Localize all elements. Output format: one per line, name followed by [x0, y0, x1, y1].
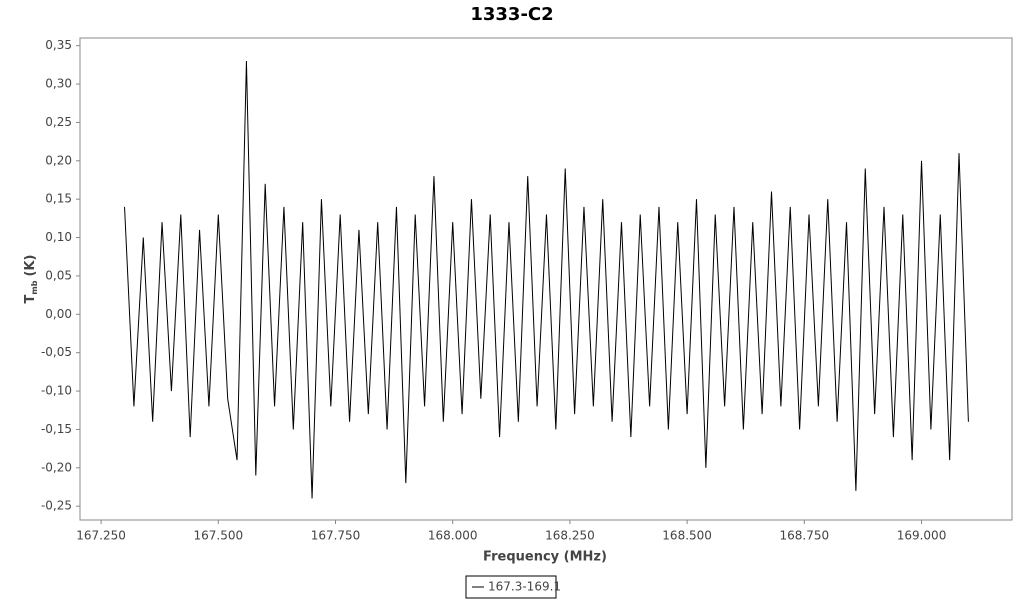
y-tick-label: -0,05 [41, 345, 72, 359]
chart-title: 1333-C2 [470, 4, 553, 25]
x-tick-label: 169.000 [897, 529, 947, 543]
y-tick-label: 0,00 [45, 307, 72, 321]
y-tick-label: 0,10 [45, 230, 72, 244]
x-tick-label: 168.750 [780, 529, 830, 543]
legend-label: 167.3-169.1 [488, 580, 561, 594]
x-tick-label: 168.250 [545, 529, 595, 543]
y-tick-label: 0,30 [45, 77, 72, 91]
plot-frame [79, 37, 1013, 521]
y-axis-title: Tmb (K) [23, 255, 39, 304]
legend-box [465, 575, 557, 599]
y-tick-label: -0,15 [41, 422, 72, 436]
x-axis-title: Frequency (MHz) [483, 550, 607, 565]
x-tick-label: 167.750 [311, 529, 361, 543]
y-tick-label: 0,25 [45, 115, 72, 129]
x-tick-label: 167.250 [76, 529, 126, 543]
y-axis-unit: (K) [23, 255, 38, 277]
y-tick-label: 0,20 [45, 153, 72, 167]
y-tick-label: -0,10 [41, 384, 72, 398]
x-tick-label: 168.500 [662, 529, 712, 543]
y-tick-label: -0,25 [41, 499, 72, 513]
series-line [124, 61, 969, 499]
x-tick-label: 167.500 [193, 529, 243, 543]
y-axis-sub: mb [30, 280, 39, 294]
y-tick-label: -0,20 [41, 460, 72, 474]
y-axis-main: T [23, 294, 38, 303]
y-tick-label: 0,15 [45, 192, 72, 206]
x-tick-label: 168.000 [428, 529, 478, 543]
y-tick-label: 0,35 [45, 38, 72, 52]
y-tick-label: 0,05 [45, 268, 72, 282]
